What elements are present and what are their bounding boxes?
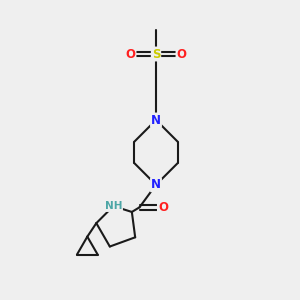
Text: NH: NH [105, 201, 122, 211]
Text: N: N [151, 178, 161, 191]
Text: S: S [152, 47, 160, 61]
Text: O: O [125, 47, 136, 61]
Text: O: O [176, 47, 187, 61]
Text: O: O [158, 201, 168, 214]
Text: N: N [151, 113, 161, 127]
